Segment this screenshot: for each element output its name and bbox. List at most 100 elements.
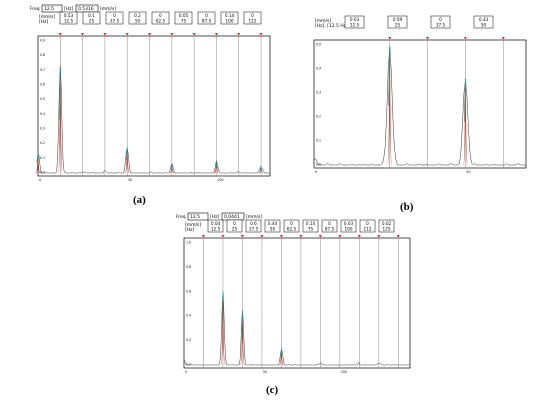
- spectral-peak: [214, 161, 219, 174]
- readout-amplitude: 0.2: [134, 13, 141, 18]
- cursor-marker[interactable]: [501, 37, 505, 40]
- cursor-marker[interactable]: [318, 235, 322, 238]
- readout-amplitude: 0: [328, 221, 331, 226]
- cursor-marker[interactable]: [388, 37, 392, 40]
- units-amplitude: [mm/s]: [185, 222, 201, 228]
- cursor-marker[interactable]: [170, 33, 174, 36]
- readout-frequency: 25: [89, 19, 95, 24]
- y-tick-label: 0.1: [40, 156, 45, 160]
- readout-frequency: 75: [181, 19, 187, 24]
- readout-frequency: 112: [364, 227, 372, 232]
- readout-amplitude: 0.03: [350, 17, 360, 22]
- readout-frequency: 50: [270, 227, 276, 232]
- freq-value-box[interactable]: [41, 4, 63, 13]
- y-tick-label: 0.9: [40, 39, 45, 43]
- readout-cell: 037.5: [105, 11, 124, 25]
- cursor-marker[interactable]: [148, 33, 152, 36]
- y-tick-label: 0.7: [40, 68, 45, 72]
- cursor-marker[interactable]: [221, 235, 225, 238]
- readout-cell: 062.5: [283, 219, 300, 233]
- freq-value: 12.5: [190, 214, 200, 220]
- readout-frequency: 12.5: [64, 19, 74, 24]
- y-tick-label: 0.2: [316, 115, 321, 119]
- cursor-marker[interactable]: [396, 235, 400, 238]
- cursor-marker[interactable]: [237, 33, 241, 36]
- plot-area-b: [313, 39, 527, 169]
- units-frequency: [Hz]: [185, 227, 195, 233]
- readout-amplitude: 0.44: [268, 221, 278, 226]
- spectral-peak: [35, 152, 41, 174]
- x-tick-label: 100: [217, 178, 223, 182]
- cursor-marker[interactable]: [103, 33, 107, 36]
- spectral-peak: [57, 66, 63, 174]
- cursor-marker[interactable]: [58, 33, 62, 36]
- readout-amplitude: 0.02: [382, 221, 392, 226]
- cursor-marker[interactable]: [338, 235, 342, 238]
- readout-frequency: 62.5: [156, 19, 166, 24]
- x-tick-label: 0: [39, 178, 41, 182]
- readout-cell: 062.5: [151, 11, 170, 25]
- x-tick-label: 0: [315, 170, 317, 174]
- cursor-marker[interactable]: [201, 235, 205, 238]
- y-tick-label: 0.5: [40, 97, 45, 101]
- cursor-marker[interactable]: [299, 235, 303, 238]
- readout-cell: 0.250: [128, 11, 147, 25]
- cursor-marker[interactable]: [125, 33, 129, 36]
- cursor-marker[interactable]: [279, 235, 283, 238]
- cursor-marker[interactable]: [259, 33, 263, 36]
- readout-frequency: 62.5: [287, 227, 297, 232]
- readout-amplitude: 0.53: [64, 13, 74, 18]
- spectral-peak: [240, 311, 245, 366]
- y-tick-label: 0.0: [40, 171, 45, 175]
- amp-value: 0.5316: [78, 6, 94, 12]
- y-tick-label: 0.3: [316, 91, 321, 95]
- plot-area-a: [37, 35, 271, 177]
- spectrum-trace: [37, 65, 271, 174]
- y-tick-label: 0.4: [40, 112, 45, 116]
- y-tick-label: 1.0: [186, 241, 191, 245]
- readout-amplitude: 0.14: [306, 221, 316, 226]
- plot-area-c: [183, 237, 411, 369]
- cursor-marker[interactable]: [260, 235, 264, 238]
- spectral-peak: [220, 291, 226, 366]
- cursor-marker[interactable]: [240, 235, 244, 238]
- cursor-marker[interactable]: [214, 33, 218, 36]
- readout-cell: 087.5: [197, 11, 216, 25]
- y-tick-label: 0.3: [40, 127, 45, 131]
- readout-amplitude: 0: [233, 221, 236, 226]
- readout-frequency: 112: [249, 19, 257, 24]
- cursor-marker[interactable]: [426, 37, 430, 40]
- cursor-marker[interactable]: [357, 235, 361, 238]
- y-tick-label: 0.2: [40, 141, 45, 145]
- readout-frequency: 75: [308, 227, 314, 232]
- amp-value: 0.0441: [224, 214, 240, 220]
- cursor-marker[interactable]: [463, 37, 467, 40]
- readout-frequency: 50: [481, 23, 487, 28]
- y-tick-label: 0.6: [40, 83, 45, 87]
- spectrum-trace: [313, 46, 526, 166]
- readout-amplitude: 0.43: [479, 17, 489, 22]
- freq-label: Freq: [176, 214, 186, 220]
- cursor-marker[interactable]: [192, 33, 196, 36]
- cursor-marker[interactable]: [81, 33, 85, 36]
- readout-amplitude: 0.14: [225, 13, 235, 18]
- readout-frequency: 25: [232, 227, 238, 232]
- readout-frequency: 87.5: [202, 19, 212, 24]
- caption-a: (a): [133, 194, 146, 206]
- x-tick-label: 50: [128, 178, 132, 182]
- readout-cell: 0.637.5: [245, 219, 262, 233]
- y-tick-label: 0.1: [316, 139, 321, 143]
- readout-cell: 025: [226, 219, 243, 233]
- readout-cell: 0.125: [82, 11, 101, 25]
- freq-value-box[interactable]: [187, 212, 209, 221]
- cursor-marker[interactable]: [377, 235, 381, 238]
- readout-amplitude: 0: [113, 13, 116, 18]
